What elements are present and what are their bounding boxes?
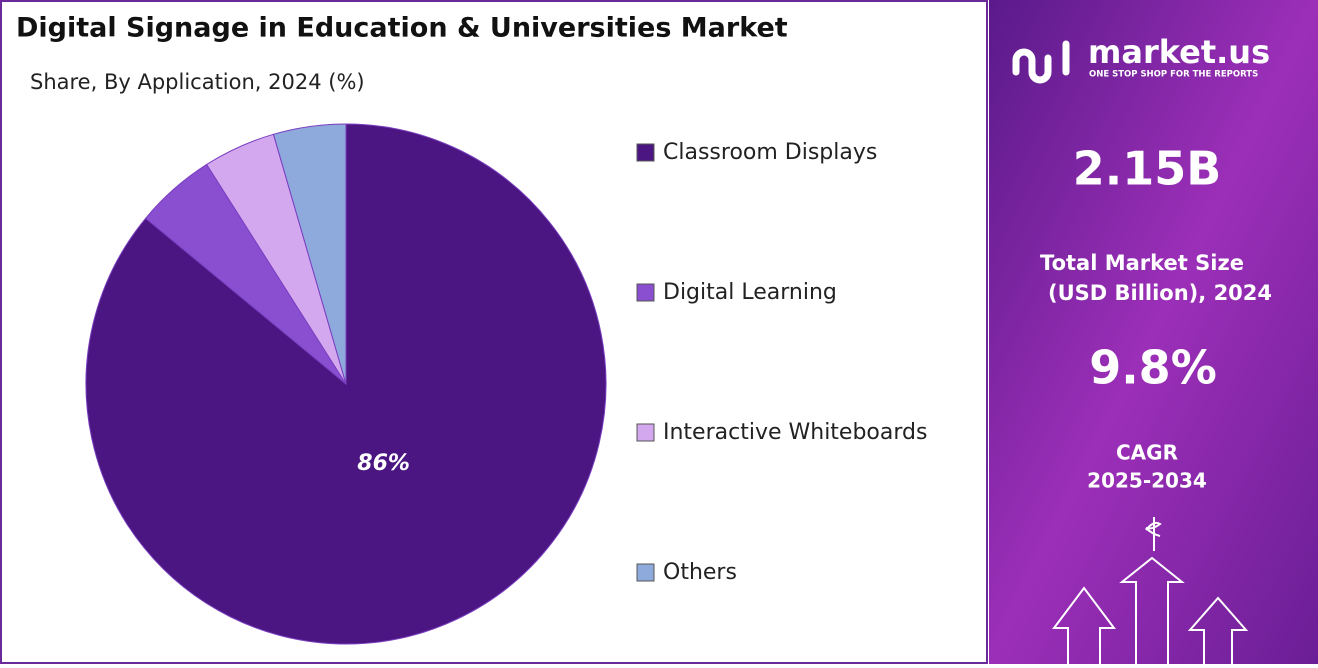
side-panel xyxy=(989,0,1318,664)
market-size-label: Total Market Size xyxy=(1040,251,1244,275)
pie-slice xyxy=(272,123,347,385)
chart-title: Digital Signage in Education & Universit… xyxy=(16,13,788,44)
legend-swatch xyxy=(636,283,655,302)
market-size-label: (USD Billion), 2024 xyxy=(1048,281,1272,305)
legend-swatch xyxy=(636,423,655,442)
logo-icon xyxy=(1012,40,1070,84)
market-size: 2.15B xyxy=(1073,142,1222,196)
chart-subtitle: Share, By Application, 2024 (%) xyxy=(30,70,365,94)
arrows-icon xyxy=(1052,517,1249,664)
legend-label: Classroom Displays xyxy=(663,140,877,165)
cagr: 9.8% xyxy=(1089,341,1217,395)
data-label: 86% xyxy=(357,451,410,476)
cagr-label: CAGR xyxy=(1116,441,1178,465)
cagr-period: 2025-2034 xyxy=(1087,469,1207,493)
brand: market.us xyxy=(1088,33,1270,71)
pie: 86% xyxy=(85,123,607,645)
tagline: ONE STOP SHOP FOR THE REPORTS xyxy=(1089,70,1258,80)
legend-label: Others xyxy=(663,560,737,585)
legend-swatch xyxy=(636,143,655,162)
legend: Classroom Displays Digital Learning Intera… xyxy=(636,140,927,585)
legend-label: Interactive Whiteboards xyxy=(663,420,927,445)
legend-swatch xyxy=(636,563,655,582)
legend-label: Digital Learning xyxy=(663,280,837,305)
